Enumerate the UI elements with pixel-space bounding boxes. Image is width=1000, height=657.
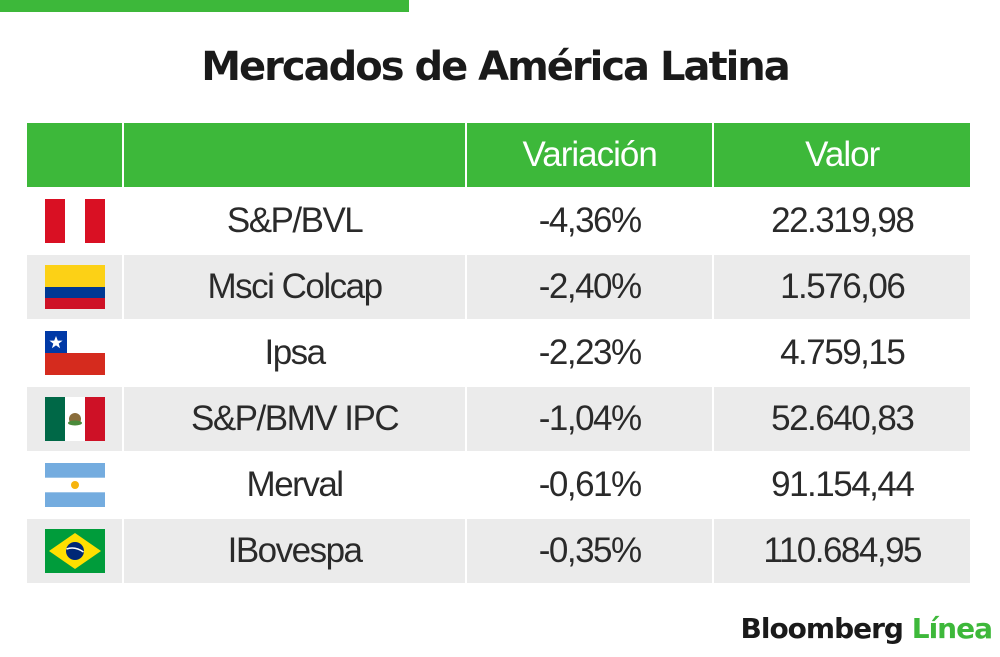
index-name: Ipsa <box>264 333 326 372</box>
index-name: Merval <box>246 465 345 504</box>
index-variation: -2,40% <box>466 255 713 319</box>
index-variation: -2,23% <box>538 333 642 372</box>
header-flag <box>27 123 123 187</box>
index-variation: -1,04% <box>466 387 713 451</box>
index-variation: -0,61% <box>538 465 642 504</box>
table-row: Merval -0,61% 91.154,44 <box>27 453 970 517</box>
markets-table: Variación Valor S&P/BVL -4,36% 22.319,98… <box>25 121 972 585</box>
flag-cell <box>27 387 123 451</box>
argentina-flag-icon <box>44 463 105 507</box>
header-value: Valor <box>714 123 970 187</box>
brand-name: Bloomberg <box>740 612 904 645</box>
flag-cell <box>27 255 123 319</box>
flag-cell <box>27 453 122 517</box>
index-value: 52.640,83 <box>714 387 970 451</box>
mexico-flag-icon <box>44 397 105 441</box>
table-row: Msci Colcap -2,40% 1.576,06 <box>27 255 970 319</box>
flag-cell <box>27 189 122 253</box>
index-name: S&P/BVL <box>226 201 364 240</box>
index-variation: -0,35% <box>466 519 713 583</box>
index-value: 4.759,15 <box>780 333 906 372</box>
page-title: Mercados de América Latina <box>201 44 791 90</box>
index-value: 91.154,44 <box>771 465 915 504</box>
index-name: Msci Colcap <box>124 255 465 319</box>
index-value: 1.576,06 <box>714 255 970 319</box>
brazil-flag-icon <box>44 529 105 573</box>
header-variation: Variación <box>466 123 713 187</box>
index-value: 22.319,98 <box>771 201 915 240</box>
flag-cell <box>27 519 123 583</box>
index-value: 110.684,95 <box>714 519 970 583</box>
index-name: IBovespa <box>124 519 465 583</box>
peru-flag-icon <box>44 199 105 243</box>
table-row: IBovespa -0,35% 110.684,95 <box>27 519 970 583</box>
table-row: S&P/BMV IPC -1,04% 52.640,83 <box>27 387 970 451</box>
index-name: S&P/BMV IPC <box>124 387 465 451</box>
bloomberg-linea-logo: Bloomberg Línea <box>740 612 994 645</box>
table-header-row: Variación Valor <box>27 123 970 187</box>
top-accent-bar <box>0 0 409 12</box>
index-variation: -4,36% <box>538 201 642 240</box>
chile-flag-icon <box>44 331 105 375</box>
table-row: Ipsa -2,23% 4.759,15 <box>27 321 970 385</box>
header-index <box>124 123 465 187</box>
brand-suffix: Línea <box>911 612 993 645</box>
table-row: S&P/BVL -4,36% 22.319,98 <box>27 189 970 253</box>
colombia-flag-icon <box>44 265 105 309</box>
flag-cell <box>27 321 122 385</box>
